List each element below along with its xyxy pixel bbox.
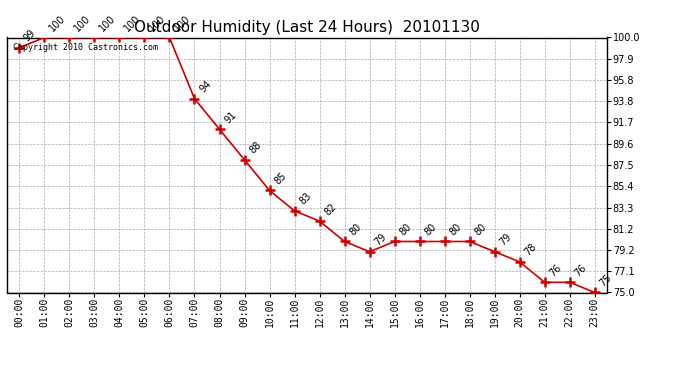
Text: 94: 94	[197, 79, 213, 94]
Text: 100: 100	[97, 13, 117, 33]
Text: 100: 100	[47, 13, 67, 33]
Text: 79: 79	[497, 232, 513, 248]
Text: 76: 76	[573, 262, 589, 278]
Text: 100: 100	[147, 13, 167, 33]
Text: 80: 80	[473, 222, 488, 237]
Text: 76: 76	[547, 262, 563, 278]
Text: 85: 85	[273, 171, 288, 186]
Title: Outdoor Humidity (Last 24 Hours)  20101130: Outdoor Humidity (Last 24 Hours) 2010113…	[134, 20, 480, 35]
Text: 99: 99	[22, 28, 38, 44]
Text: 80: 80	[397, 222, 413, 237]
Text: 79: 79	[373, 232, 388, 248]
Text: 80: 80	[422, 222, 438, 237]
Text: 80: 80	[447, 222, 463, 237]
Text: 100: 100	[172, 13, 193, 33]
Text: 75: 75	[598, 272, 613, 288]
Text: 82: 82	[322, 201, 338, 217]
Text: 80: 80	[347, 222, 363, 237]
Text: 88: 88	[247, 140, 263, 156]
Text: Copyright 2010 Castronics.com: Copyright 2010 Castronics.com	[13, 43, 158, 52]
Text: 100: 100	[72, 13, 92, 33]
Text: 91: 91	[222, 110, 238, 125]
Text: 100: 100	[122, 13, 142, 33]
Text: 78: 78	[522, 242, 538, 258]
Text: 83: 83	[297, 191, 313, 207]
